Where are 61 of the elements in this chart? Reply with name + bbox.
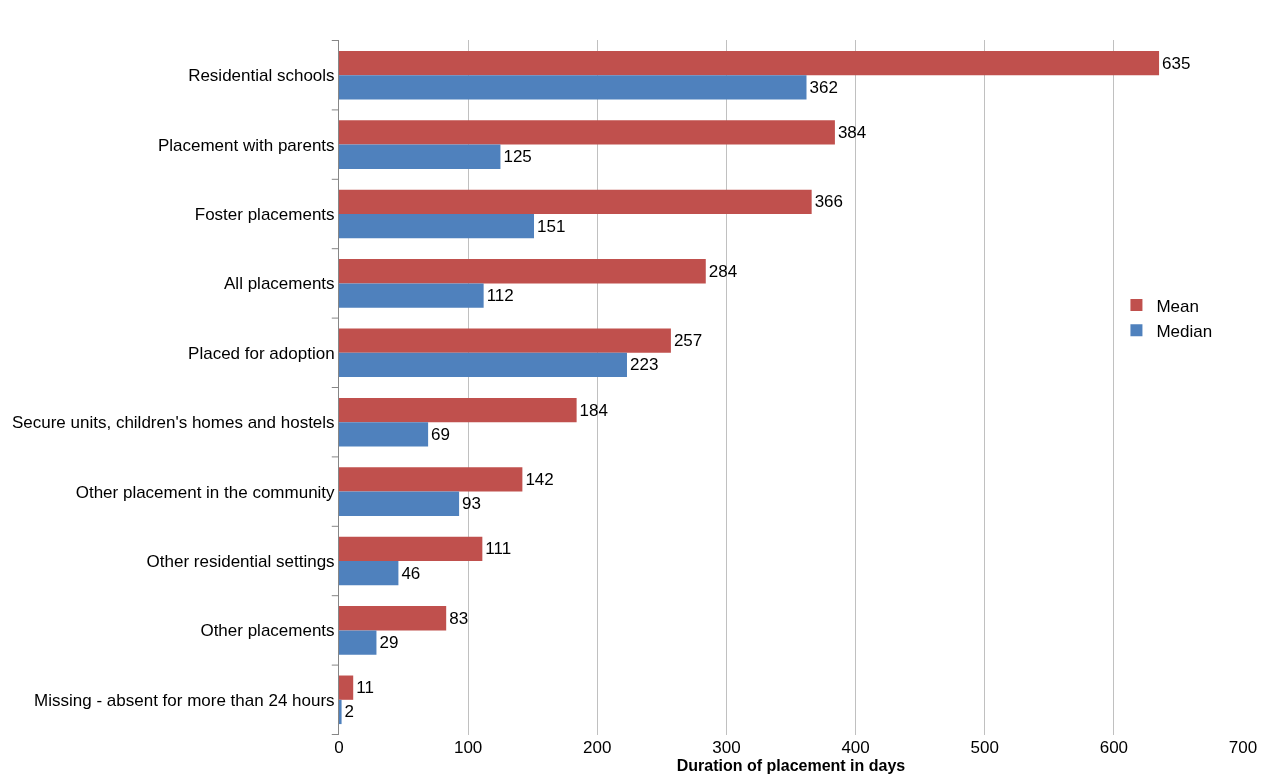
bar [339,699,342,725]
x-tick-label: 100 [453,738,483,757]
bar [339,675,354,700]
data-label: 69 [431,424,451,444]
data-label: 142 [525,469,554,489]
bar [339,561,399,586]
x-tick-label: 700 [1228,738,1258,757]
x-tick-label: 0 [334,738,344,757]
y-tick-label: Other residential settings [146,551,335,571]
data-label: 125 [503,147,532,167]
data-label: 257 [673,331,703,351]
data-label: 223 [629,355,659,375]
bar [339,328,671,353]
bar [339,422,429,447]
bar [339,491,460,516]
bar [339,283,484,308]
data-label: 366 [814,192,844,212]
data-label: 11 [356,678,374,698]
bar [339,75,807,100]
bar [339,189,812,214]
bar [339,144,501,169]
data-label: 184 [579,400,608,420]
y-tick-label: Secure units, children's homes and hostels [11,413,335,433]
bar [339,259,706,284]
x-tick-label: 300 [712,738,741,757]
bar [339,120,835,145]
data-label: 384 [837,122,867,142]
data-label: 284 [708,261,738,281]
x-axis-title: Duration of placement in days [676,757,906,774]
y-tick-label: Residential schools [188,66,335,86]
bar [339,352,627,378]
y-tick-label: Missing - absent for more than 24 hours [34,690,335,710]
x-tick-label: 600 [1099,738,1129,757]
y-tick-label: Placement with parents [157,135,335,155]
data-label: 111 [485,539,512,559]
bar [339,467,523,492]
data-label: 46 [401,563,421,583]
x-tick-label: 400 [841,738,870,757]
data-label: 635 [1162,53,1191,73]
bar [339,397,577,423]
bar [339,214,535,239]
y-tick-label: Placed for adoption [188,343,335,363]
data-label: 362 [809,77,838,97]
data-label: 93 [462,494,482,514]
bar [339,536,483,561]
y-tick-label: Other placement in the community [75,482,336,502]
legend-label: Mean [1156,296,1199,316]
y-tick-label: Foster placements [194,204,335,224]
legend-label: Median [1156,321,1213,341]
bar [339,630,377,655]
data-label: 2 [344,702,355,722]
y-tick-label: All placements [224,274,335,294]
data-label: 83 [449,608,469,628]
bar [339,50,1160,76]
x-tick-label: 200 [583,738,612,757]
x-tick-label: 500 [970,738,999,757]
data-label: 29 [379,633,399,653]
y-tick-label: Other placements [200,621,335,641]
bar [339,606,447,631]
data-label: 151 [537,216,566,236]
data-label: 112 [486,286,514,306]
